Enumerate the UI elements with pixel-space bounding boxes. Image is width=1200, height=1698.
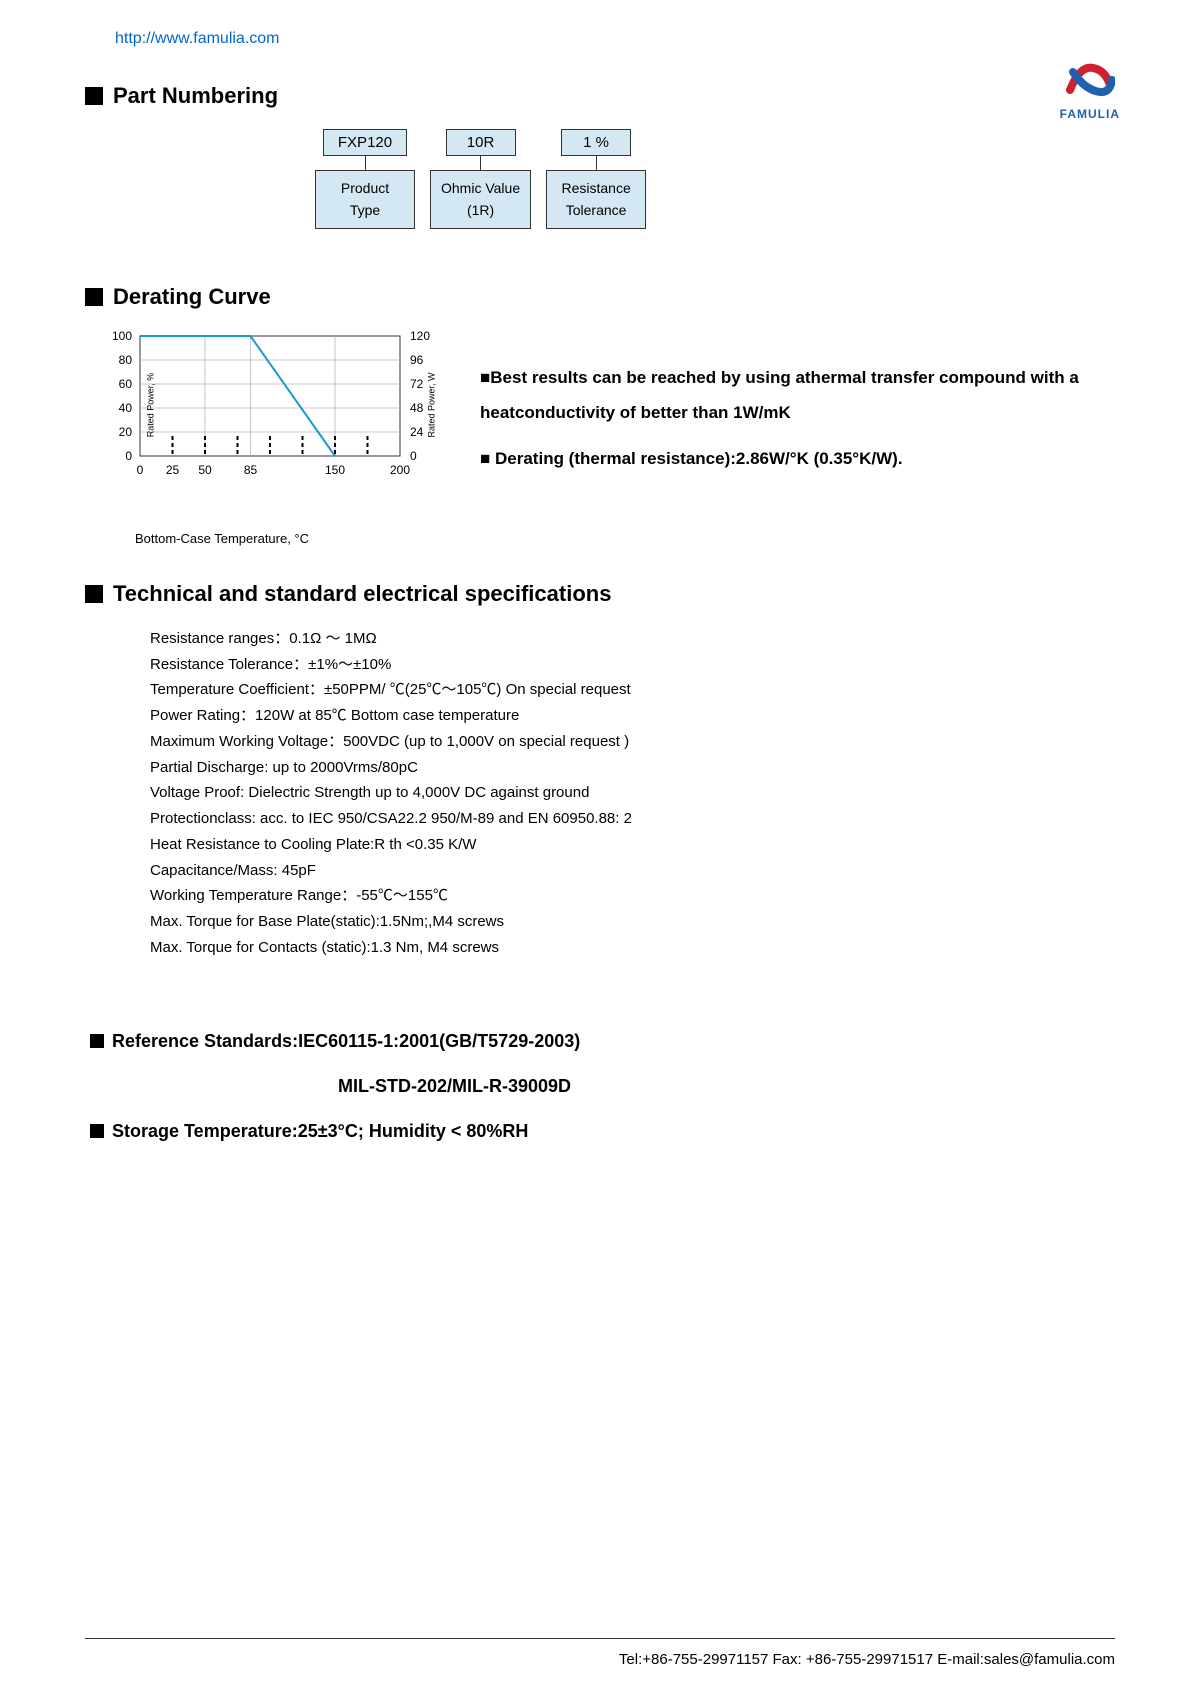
svg-text:200: 200: [390, 463, 410, 477]
derating-chart: 0 20 40 60 80 100 0 24 48 72 96 120 0 25 50 85 150 200 Ra…: [100, 330, 450, 546]
square-bullet-icon: [85, 87, 103, 105]
header-url-link[interactable]: http://www.famulia.com: [115, 30, 1115, 48]
pn-code-box: FXP120: [323, 129, 407, 156]
spec-line: Protectionclass: acc. to IEC 950/CSA22.2…: [150, 807, 1115, 832]
spec-line: Max. Torque for Base Plate(static):1.5Nm…: [150, 910, 1115, 935]
spec-line: Resistance ranges：0.1Ω ～ 1MΩ: [150, 627, 1115, 652]
svg-text:85: 85: [244, 463, 258, 477]
reference-standards-label: Reference Standards:: [112, 1031, 298, 1052]
pn-desc-box: Ohmic Value(1R): [430, 170, 531, 229]
svg-text:60: 60: [119, 377, 133, 391]
derating-note-1: Best results can be reached by using ath…: [480, 368, 1079, 423]
storage-temp-value: 25±3°C; Humidity < 80%RH: [298, 1121, 529, 1142]
spec-list: Resistance ranges：0.1Ω ～ 1MΩResistance T…: [150, 627, 1115, 961]
svg-text:100: 100: [112, 330, 132, 343]
derating-note-2: Derating (thermal resistance):2.86W/°K (…: [490, 449, 902, 468]
pn-code-box: 10R: [446, 129, 516, 156]
square-bullet-small-icon: ■: [480, 449, 490, 468]
svg-text:96: 96: [410, 353, 424, 367]
svg-text:120: 120: [410, 330, 430, 343]
spec-line: Capacitance/Mass: 45pF: [150, 859, 1115, 884]
spec-line: Voltage Proof: Dielectric Strength up to…: [150, 781, 1115, 806]
section-part-numbering: Part Numbering: [85, 83, 1115, 109]
svg-text:80: 80: [119, 353, 133, 367]
svg-text:0: 0: [410, 449, 417, 463]
pn-code-box: 1 %: [561, 129, 631, 156]
svg-text:40: 40: [119, 401, 133, 415]
spec-line: Resistance Tolerance：±1%～±10%: [150, 653, 1115, 678]
part-numbering-diagram: FXP120 ProductType 10R Ohmic Value(1R) 1 % Re…: [315, 129, 1115, 229]
spec-line: Temperature Coefficient：±50PPM/ ℃(25℃～10…: [150, 678, 1115, 703]
part-numbering-title: Part Numbering: [113, 83, 278, 109]
y-axis-left-label: Rated Power, %: [145, 373, 155, 438]
svg-text:48: 48: [410, 401, 424, 415]
pn-desc-box: ResistanceTolerance: [546, 170, 646, 229]
page-footer: Tel:+86-755-29971157 Fax: +86-755-299715…: [85, 1638, 1115, 1668]
y-axis-right-label: Rated Power, W: [426, 372, 436, 437]
spec-line: Power Rating：120W at 85℃ Bottom case tem…: [150, 704, 1115, 729]
reference-standards-line2: MIL-STD-202/MIL-R-39009D: [338, 1076, 1115, 1097]
square-bullet-small-icon: ■: [480, 368, 490, 387]
svg-text:150: 150: [325, 463, 345, 477]
pn-connector: [596, 156, 597, 170]
derating-notes: ■Best results can be reached by using at…: [480, 330, 1115, 477]
pn-connector: [480, 156, 481, 170]
references-section: Reference Standards: IEC60115-1:2001(GB/…: [90, 1031, 1115, 1142]
spec-line: Working Temperature Range：-55℃～155℃: [150, 884, 1115, 909]
svg-text:24: 24: [410, 425, 424, 439]
square-bullet-small-icon: [90, 1034, 104, 1048]
svg-text:25: 25: [166, 463, 180, 477]
tech-specs-title: Technical and standard electrical specif…: [113, 581, 611, 607]
spec-line: Heat Resistance to Cooling Plate:R th <0…: [150, 833, 1115, 858]
storage-temp-label: Storage Temperature:: [112, 1121, 298, 1142]
spec-line: Partial Discharge: up to 2000Vrms/80pC: [150, 756, 1115, 781]
section-tech-specs: Technical and standard electrical specif…: [85, 581, 1115, 607]
svg-text:0: 0: [125, 449, 132, 463]
reference-standards-value: IEC60115-1:2001(GB/T5729-2003): [298, 1031, 580, 1052]
section-derating: Derating Curve: [85, 284, 1115, 310]
footer-text: Tel:+86-755-29971157 Fax: +86-755-299715…: [619, 1651, 1115, 1668]
derating-title: Derating Curve: [113, 284, 271, 310]
square-bullet-icon: [85, 288, 103, 306]
pn-connector: [365, 156, 366, 170]
svg-text:20: 20: [119, 425, 133, 439]
square-bullet-small-icon: [90, 1124, 104, 1138]
x-axis-title: Bottom-Case Temperature, °C: [135, 531, 450, 546]
square-bullet-icon: [85, 585, 103, 603]
svg-text:0: 0: [137, 463, 144, 477]
logo: FAMULIA: [1060, 60, 1120, 121]
spec-line: Maximum Working Voltage：500VDC (up to 1,…: [150, 730, 1115, 755]
spec-line: Max. Torque for Contacts (static):1.3 Nm…: [150, 936, 1115, 961]
logo-icon: [1065, 60, 1115, 100]
pn-desc-box: ProductType: [315, 170, 415, 229]
svg-text:50: 50: [198, 463, 212, 477]
logo-text: FAMULIA: [1060, 107, 1120, 121]
svg-text:72: 72: [410, 377, 424, 391]
